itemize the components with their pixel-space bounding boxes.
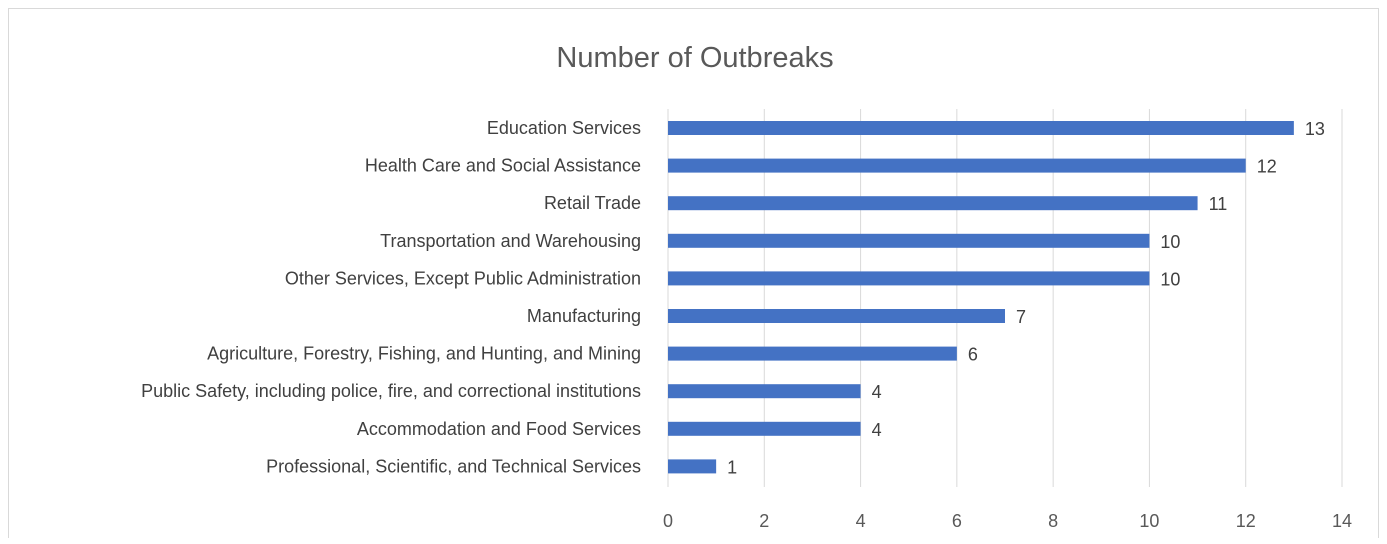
bar — [668, 346, 957, 361]
data-label: 10 — [1160, 232, 1180, 252]
category-label: Accommodation and Food Services — [357, 419, 641, 439]
bar — [668, 196, 1198, 211]
x-tick-label: 8 — [1048, 511, 1058, 531]
data-label: 7 — [1016, 307, 1026, 327]
chart-title: Number of Outbreaks — [556, 42, 833, 74]
bar — [668, 271, 1150, 286]
category-labels: Education Services Health Care and Social… — [141, 118, 641, 476]
bar — [668, 121, 1294, 135]
category-label: Professional, Scientific, and Technical … — [266, 456, 641, 476]
data-label: 4 — [872, 420, 882, 440]
data-label: 12 — [1257, 157, 1277, 177]
x-tick-label: 14 — [1332, 511, 1352, 531]
x-tick-label: 6 — [952, 511, 962, 531]
x-axis-ticks: 0 2 4 6 8 10 12 14 — [663, 511, 1352, 531]
x-tick-label: 12 — [1236, 511, 1256, 531]
category-label: Transportation and Warehousing — [380, 231, 641, 251]
data-label: 10 — [1160, 269, 1180, 289]
bar — [668, 309, 1005, 323]
category-label: Other Services, Except Public Administra… — [285, 268, 641, 288]
category-label: Health Care and Social Assistance — [365, 156, 641, 176]
category-label: Retail Trade — [544, 193, 641, 213]
x-tick-label: 10 — [1139, 511, 1159, 531]
bar — [668, 233, 1150, 248]
data-labels: 13 12 11 10 10 7 6 4 4 1 — [727, 119, 1325, 477]
category-label: Education Services — [487, 118, 641, 138]
data-label: 1 — [727, 457, 737, 477]
x-tick-label: 4 — [856, 511, 866, 531]
x-tick-label: 2 — [759, 511, 769, 531]
category-label: Manufacturing — [527, 306, 641, 326]
x-tick-label: 0 — [663, 511, 673, 531]
bar-chart: Number of Outbreaks Education Services He… — [141, 42, 1352, 531]
data-label: 11 — [1209, 194, 1228, 214]
category-label: Public Safety, including police, fire, a… — [141, 381, 641, 401]
data-label: 6 — [968, 345, 978, 365]
bars — [668, 121, 1294, 474]
bar — [668, 158, 1246, 173]
bar — [668, 421, 861, 436]
chart-container: Number of Outbreaks Education Services He… — [8, 8, 1379, 538]
bar — [668, 459, 717, 474]
data-label: 4 — [872, 382, 882, 402]
bar — [668, 384, 861, 399]
data-label: 13 — [1305, 119, 1325, 139]
category-label: Agriculture, Forestry, Fishing, and Hunt… — [207, 344, 641, 364]
